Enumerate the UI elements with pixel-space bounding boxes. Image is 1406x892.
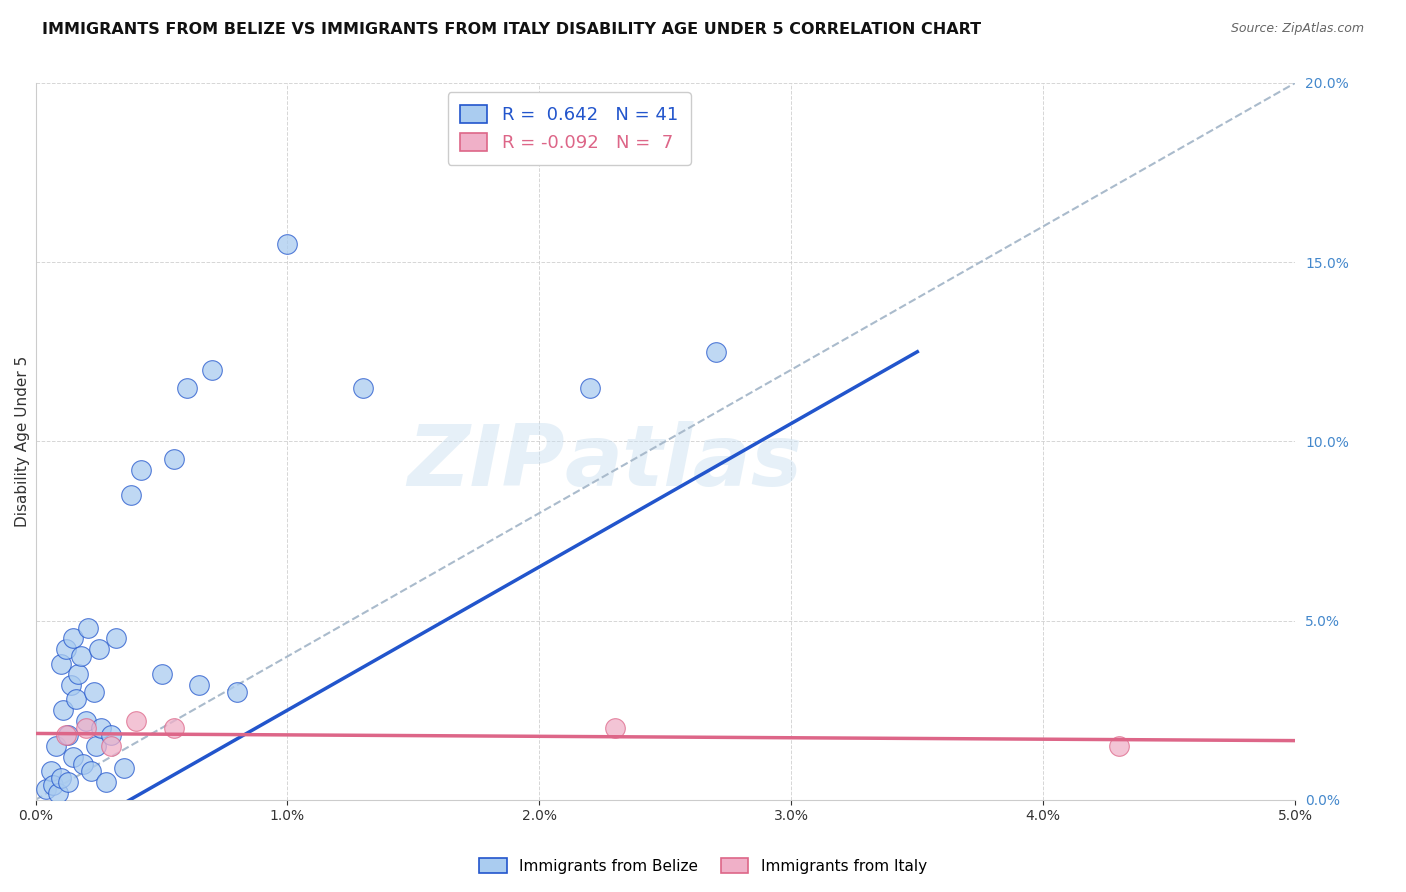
Point xyxy=(77,621,100,635)
Point xyxy=(112,760,135,774)
Point xyxy=(83,685,105,699)
Point xyxy=(70,649,93,664)
Point xyxy=(65,692,87,706)
Legend: Immigrants from Belize, Immigrants from Italy: Immigrants from Belize, Immigrants from … xyxy=(474,852,932,880)
Point xyxy=(276,237,298,252)
Point xyxy=(34,782,56,797)
Point xyxy=(55,728,77,742)
Legend: R =  0.642   N = 41, R = -0.092   N =  7: R = 0.642 N = 41, R = -0.092 N = 7 xyxy=(447,92,690,165)
Point xyxy=(352,381,374,395)
Point xyxy=(62,749,84,764)
Point xyxy=(46,786,69,800)
Point xyxy=(45,739,67,753)
Point xyxy=(80,764,103,778)
Point xyxy=(163,452,186,467)
Text: ZIP: ZIP xyxy=(406,421,565,504)
Point xyxy=(100,728,122,742)
Y-axis label: Disability Age Under 5: Disability Age Under 5 xyxy=(15,356,30,527)
Point xyxy=(704,344,727,359)
Point xyxy=(84,739,107,753)
Point xyxy=(226,685,249,699)
Point xyxy=(72,756,94,771)
Point xyxy=(58,774,80,789)
Point xyxy=(87,642,110,657)
Point xyxy=(578,381,600,395)
Point xyxy=(120,488,142,502)
Point xyxy=(49,657,72,671)
Point xyxy=(42,779,65,793)
Point xyxy=(131,463,153,477)
Point xyxy=(176,381,198,395)
Point xyxy=(150,667,173,681)
Point xyxy=(163,721,186,735)
Point xyxy=(39,764,62,778)
Text: Source: ZipAtlas.com: Source: ZipAtlas.com xyxy=(1230,22,1364,36)
Point xyxy=(58,728,80,742)
Point xyxy=(94,774,117,789)
Point xyxy=(49,771,72,785)
Point xyxy=(603,721,626,735)
Point xyxy=(75,721,97,735)
Point xyxy=(100,739,122,753)
Point xyxy=(75,714,97,728)
Point xyxy=(1108,739,1130,753)
Text: IMMIGRANTS FROM BELIZE VS IMMIGRANTS FROM ITALY DISABILITY AGE UNDER 5 CORRELATI: IMMIGRANTS FROM BELIZE VS IMMIGRANTS FRO… xyxy=(42,22,981,37)
Text: atlas: atlas xyxy=(565,421,803,504)
Point xyxy=(55,642,77,657)
Point xyxy=(188,678,211,692)
Point xyxy=(201,362,224,376)
Point xyxy=(105,632,128,646)
Point xyxy=(67,667,90,681)
Point xyxy=(62,632,84,646)
Point xyxy=(52,703,75,717)
Point xyxy=(90,721,112,735)
Point xyxy=(59,678,82,692)
Point xyxy=(125,714,148,728)
